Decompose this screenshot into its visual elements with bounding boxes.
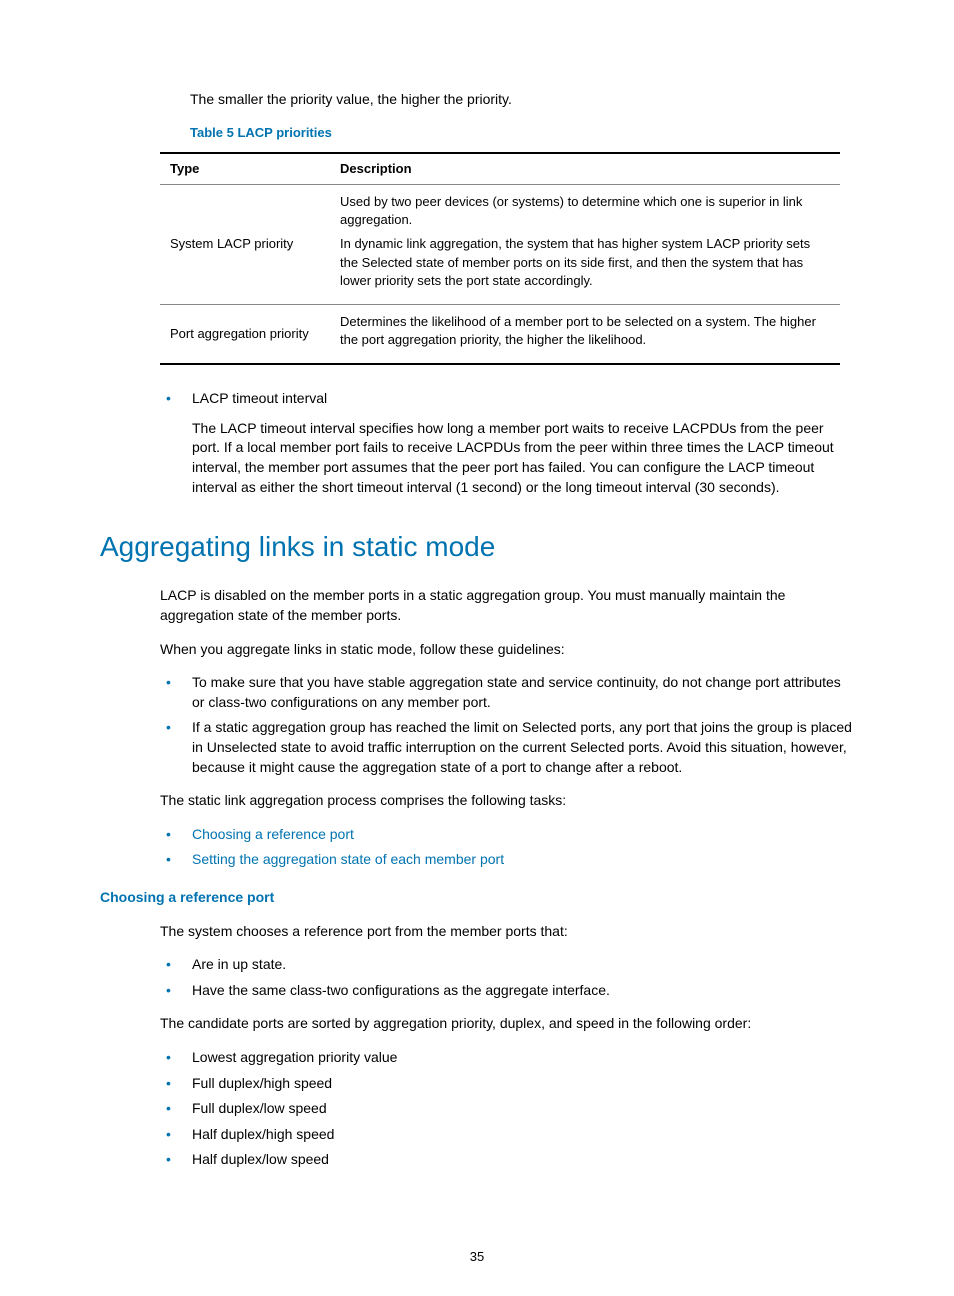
timeout-title: LACP timeout interval	[192, 390, 327, 406]
list-item: Choosing a reference port	[160, 825, 854, 845]
header-type: Type	[160, 153, 330, 185]
header-description: Description	[330, 153, 840, 185]
intro-paragraph: The smaller the priority value, the high…	[190, 90, 854, 110]
order-text: Lowest aggregation priority value	[192, 1049, 397, 1065]
subsection-heading: Choosing a reference port	[100, 888, 854, 908]
list-item: Half duplex/high speed	[160, 1125, 854, 1145]
body-paragraph: The system chooses a reference port from…	[160, 922, 854, 942]
criteria-text: Have the same class-two configurations a…	[192, 982, 610, 998]
order-text: Full duplex/low speed	[192, 1100, 327, 1116]
body-paragraph: LACP is disabled on the member ports in …	[160, 586, 854, 625]
criteria-text: Are in up state.	[192, 956, 286, 972]
list-item: Lowest aggregation priority value	[160, 1048, 854, 1068]
body-paragraph: The static link aggregation process comp…	[160, 791, 854, 811]
table-row: Port aggregation priority Determines the…	[160, 304, 840, 364]
section-heading: Aggregating links in static mode	[100, 527, 854, 566]
list-item: If a static aggregation group has reache…	[160, 718, 854, 777]
sort-order-list: Lowest aggregation priority value Full d…	[160, 1048, 854, 1170]
task-link[interactable]: Setting the aggregation state of each me…	[192, 851, 504, 867]
guideline-text: To make sure that you have stable aggreg…	[192, 674, 841, 710]
timeout-bullet-list: LACP timeout interval	[160, 389, 854, 409]
desc-paragraph: In dynamic link aggregation, the system …	[340, 235, 830, 290]
cell-type: System LACP priority	[160, 184, 330, 304]
order-text: Full duplex/high speed	[192, 1075, 332, 1091]
cell-description: Used by two peer devices (or systems) to…	[330, 184, 840, 304]
list-item: LACP timeout interval	[160, 389, 854, 409]
tasks-list: Choosing a reference port Setting the ag…	[160, 825, 854, 870]
task-link[interactable]: Choosing a reference port	[192, 826, 354, 842]
cell-type: Port aggregation priority	[160, 304, 330, 364]
lacp-priorities-table: Type Description System LACP priority Us…	[160, 152, 840, 366]
body-paragraph: When you aggregate links in static mode,…	[160, 640, 854, 660]
list-item: To make sure that you have stable aggreg…	[160, 673, 854, 712]
list-item: Half duplex/low speed	[160, 1150, 854, 1170]
page-number: 35	[0, 1248, 954, 1266]
timeout-paragraph: The LACP timeout interval specifies how …	[192, 419, 854, 497]
cell-description: Determines the likelihood of a member po…	[330, 304, 840, 364]
list-item: Setting the aggregation state of each me…	[160, 850, 854, 870]
ref-criteria-list: Are in up state. Have the same class-two…	[160, 955, 854, 1000]
desc-paragraph: Used by two peer devices (or systems) to…	[340, 193, 830, 229]
guideline-text: If a static aggregation group has reache…	[192, 719, 852, 774]
list-item: Are in up state.	[160, 955, 854, 975]
table-header-row: Type Description	[160, 153, 840, 185]
list-item: Have the same class-two configurations a…	[160, 981, 854, 1001]
guidelines-list: To make sure that you have stable aggreg…	[160, 673, 854, 777]
list-item: Full duplex/high speed	[160, 1074, 854, 1094]
order-text: Half duplex/low speed	[192, 1151, 329, 1167]
order-text: Half duplex/high speed	[192, 1126, 334, 1142]
table-caption: Table 5 LACP priorities	[190, 124, 854, 142]
body-paragraph: The candidate ports are sorted by aggreg…	[160, 1014, 854, 1034]
list-item: Full duplex/low speed	[160, 1099, 854, 1119]
table-row: System LACP priority Used by two peer de…	[160, 184, 840, 304]
desc-paragraph: Determines the likelihood of a member po…	[340, 313, 830, 349]
page-container: The smaller the priority value, the high…	[0, 0, 954, 1296]
